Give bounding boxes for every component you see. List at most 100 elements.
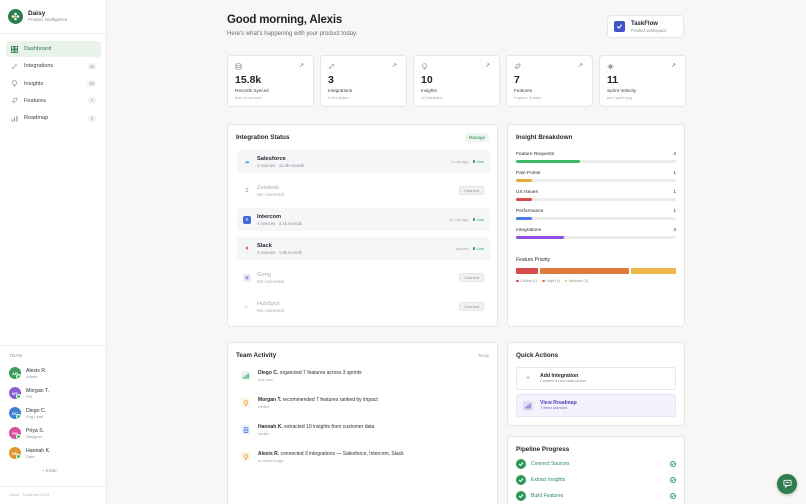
insight-category-label: Integrations 3 xyxy=(516,228,676,233)
sidebar-item-insights[interactable]: Insights 10 xyxy=(6,76,101,92)
connect-button[interactable]: Connect xyxy=(459,186,484,195)
member-name: Morgan T. xyxy=(26,387,49,394)
category-count: 4 xyxy=(673,152,676,157)
sidebar-item-roadmap[interactable]: Roadmap 7 xyxy=(6,110,101,126)
integration-name: Salesforce xyxy=(257,155,286,162)
sidebar-item-count: 11 xyxy=(87,62,96,70)
member-name: Alexis R. xyxy=(26,367,47,374)
insight-category-row[interactable]: Feature Requests 4 xyxy=(516,152,676,163)
integration-row-intercom[interactable]: ≡ Intercom 4 sources · 3.1k records 12 mi… xyxy=(237,208,490,231)
connect-button[interactable]: Connect xyxy=(459,273,484,282)
check-outline-icon xyxy=(670,461,676,467)
stat-card-integrations[interactable]: ↗ 3 Integrations 3 of 6 active xyxy=(320,55,407,107)
insight-category-row[interactable]: UX Issues 1 xyxy=(516,190,676,201)
sidebar-item-label: Features xyxy=(24,97,47,104)
live-dot-icon xyxy=(472,247,476,250)
live-label: Live xyxy=(476,159,484,164)
activity-item[interactable]: Hannah K. extracted 10 insights from cus… xyxy=(241,424,486,437)
brand-subtitle: Product intelligence xyxy=(28,17,68,22)
sidebar-divider xyxy=(0,33,107,34)
team-section-title: TEAM xyxy=(9,353,23,358)
activity-item[interactable]: Morgan T. recommended 7 features ranked … xyxy=(241,397,486,410)
integration-row-hubspot[interactable]: ▷ HubSpot Not connected Connect xyxy=(237,295,490,318)
team-member[interactable]: MT Morgan T. PM xyxy=(9,387,49,399)
priority-legend-item: Critical (1) xyxy=(516,279,537,283)
bar-chart-icon xyxy=(523,400,533,411)
integration-row-slack[interactable]: # Slack 3 sources · 1.8k records synced Li… xyxy=(237,237,490,260)
lightbulb-icon xyxy=(421,63,428,70)
manage-button[interactable]: Manage xyxy=(464,133,489,142)
integration-row-salesforce[interactable]: ☁ Salesforce 4 sources · 12.4k records 2 … xyxy=(237,150,490,173)
pipeline-progress-card: Pipeline Progress Connect Sources Extract… xyxy=(507,436,685,504)
insight-category-row[interactable]: Pain Points 1 xyxy=(516,171,676,182)
activity-item[interactable]: Alexis R. connected 3 integrations — Sal… xyxy=(241,451,486,464)
team-member[interactable]: DC Diego C. Eng Lead xyxy=(9,407,46,419)
workspace-switcher[interactable]: TaskFlow Product workspace xyxy=(607,15,684,38)
priority-segment xyxy=(540,268,630,274)
insight-category-row[interactable]: Performance 1 xyxy=(516,209,676,220)
team-activity-card: Team Activity Today Diego C. organized 7… xyxy=(227,342,498,504)
integration-row-zendesk[interactable]: Z Zendesk Not connected Connect xyxy=(237,179,490,202)
brand[interactable]: Daisy Product intelligence xyxy=(8,9,67,24)
avatar: DC xyxy=(9,407,21,419)
invite-button[interactable]: + Invite xyxy=(42,468,57,473)
sidebar-item-count: 7 xyxy=(88,114,96,122)
daisy-logo-icon xyxy=(8,9,23,24)
activity-item[interactable]: Diego C. organized 7 features across 3 s… xyxy=(241,370,486,383)
sidebar-item-dashboard[interactable]: Dashboard xyxy=(6,41,101,57)
stat-card-insights[interactable]: ↗ 10 Insights 10 extracted xyxy=(413,55,500,107)
legend-label: Critical (1) xyxy=(520,279,538,283)
pipeline-step[interactable]: Connect Sources xyxy=(516,459,676,469)
activity-description: organized 7 features across 3 sprints xyxy=(278,370,362,376)
feature-priority-legend: Critical (1) High (4) Medium (2) xyxy=(516,279,588,283)
sidebar-divider xyxy=(0,345,107,346)
sidebar-footer: Daisy · TaskFlow 2025 xyxy=(9,492,50,497)
stat-card-velocity[interactable]: ↗ 11 Sprint Velocity pts / sprint avg xyxy=(599,55,686,107)
trend-up-icon: ↗ xyxy=(670,63,676,69)
check-circle-icon xyxy=(516,475,526,485)
stat-label: Records Synced xyxy=(235,88,269,93)
legend-dot-icon xyxy=(516,279,519,283)
quick-action-sub: 7 items planned xyxy=(540,406,567,410)
trend-up-icon: ↗ xyxy=(298,63,304,69)
rocket-icon xyxy=(514,63,521,70)
category-count: 1 xyxy=(673,190,676,195)
sidebar-item-features[interactable]: Features 7 xyxy=(6,93,101,109)
avatar: PS xyxy=(9,427,21,439)
priority-segment xyxy=(516,268,539,274)
stat-card-records[interactable]: ↗ 15.8k Records Synced from 11 sources xyxy=(227,55,314,107)
pipeline-step[interactable]: Extract Insights xyxy=(516,475,676,485)
view-roadmap-button[interactable]: View Roadmap 7 items planned xyxy=(516,394,676,417)
connect-button[interactable]: Connect xyxy=(459,302,484,311)
stat-label: Sprint Velocity xyxy=(607,88,637,93)
progress-track xyxy=(516,236,676,239)
live-badge: Live xyxy=(472,217,484,222)
insight-category-row[interactable]: Integrations 3 xyxy=(516,228,676,239)
database-icon xyxy=(235,63,242,70)
stat-sub: from 11 sources xyxy=(235,96,262,100)
trend-up-icon: ↗ xyxy=(484,63,490,69)
progress-track xyxy=(516,217,676,220)
team-member[interactable]: PS Priya S. Designer xyxy=(9,427,44,439)
quick-actions-card: Quick Actions + Add Integration Connect a… xyxy=(507,342,685,426)
integration-name: Intercom xyxy=(257,213,282,220)
team-member[interactable]: AR Alexis R. Admin xyxy=(9,367,46,379)
stat-sub: pts / sprint avg xyxy=(607,96,632,100)
progress-fill xyxy=(516,160,580,163)
add-integration-button[interactable]: + Add Integration Connect a new data sour… xyxy=(516,367,676,390)
activity-time: earlier xyxy=(258,431,270,436)
insight-category-label: Feature Requests 4 xyxy=(516,152,676,157)
rocket-icon xyxy=(11,97,18,104)
chat-fab-button[interactable] xyxy=(777,474,797,494)
member-role: Admin xyxy=(26,373,38,379)
sidebar-item-integrations[interactable]: Integrations 11 xyxy=(6,58,101,74)
stat-value: 10 xyxy=(421,74,433,86)
pipeline-step[interactable]: Build Features xyxy=(516,491,676,501)
integration-row-gong[interactable]: ◉ Gong Not connected Connect xyxy=(237,266,490,289)
stat-card-features[interactable]: ↗ 7 Features 4 specs, 3 tasks xyxy=(506,55,593,107)
stat-value: 3 xyxy=(328,74,334,86)
pipeline-step-label: Build Features xyxy=(531,493,564,499)
bar-chart-icon xyxy=(11,115,18,122)
legend-label: High (4) xyxy=(546,279,560,283)
team-member[interactable]: HK Hannah K. Data xyxy=(9,447,51,459)
